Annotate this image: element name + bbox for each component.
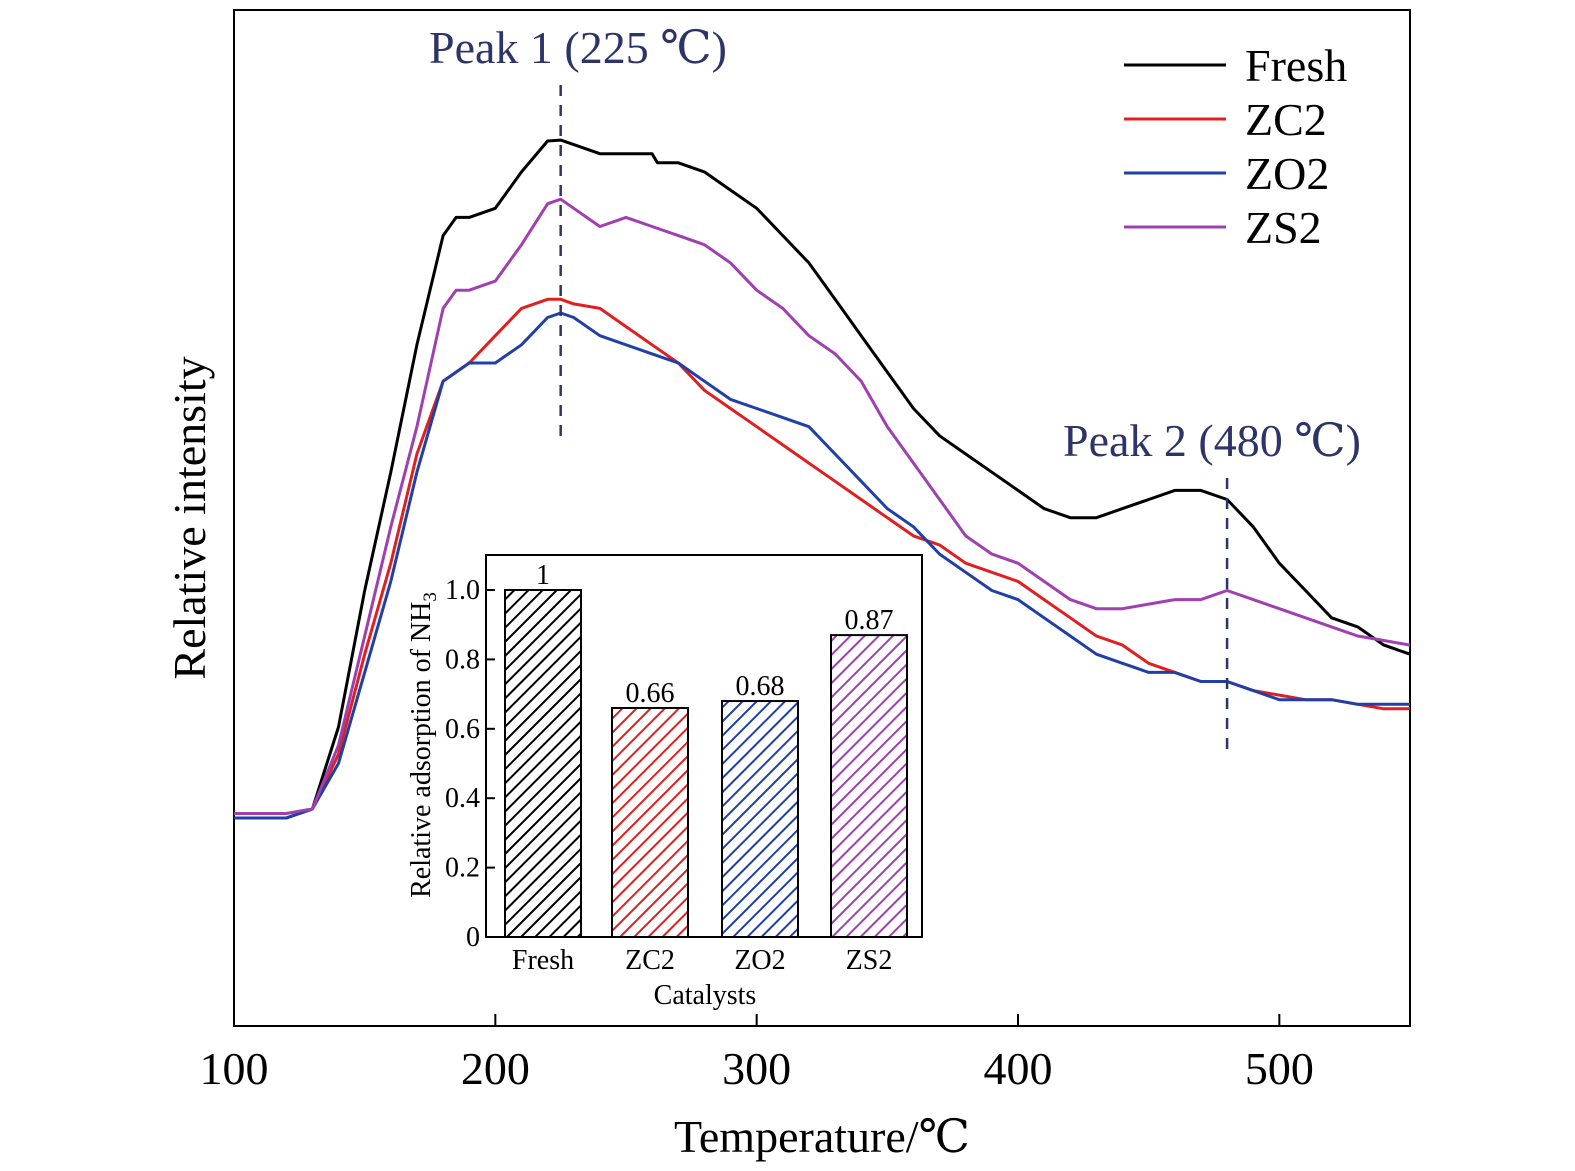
legend-label-zc2: ZC2 bbox=[1245, 94, 1327, 145]
main-x-tick-label: 200 bbox=[461, 1043, 530, 1094]
bar-value-label: 1 bbox=[536, 560, 550, 591]
bar-value-label: 0.66 bbox=[626, 678, 675, 709]
legend-label-fresh: Fresh bbox=[1245, 40, 1347, 91]
main-x-tick-label: 500 bbox=[1245, 1043, 1314, 1094]
inset-y-ticks: 0 0.2 0.4 0.6 0.8 1.0 bbox=[445, 575, 495, 953]
main-x-ticks: 100 200 300 400 500 bbox=[200, 1014, 1314, 1094]
peak-1-label: Peak 1 (225 ℃) bbox=[429, 22, 727, 73]
main-x-tick-label: 300 bbox=[722, 1043, 791, 1094]
series-line-zo2 bbox=[234, 311, 1410, 820]
inset-y-tick-label: 0.2 bbox=[445, 853, 480, 884]
bar-zs2 bbox=[830, 634, 908, 938]
legend-label-zs2: ZS2 bbox=[1245, 202, 1322, 253]
inset-x-axis-label: Catalysts bbox=[654, 980, 757, 1011]
inset-y-tick-label: 0.8 bbox=[445, 644, 480, 675]
main-series-group bbox=[234, 138, 1411, 820]
bar-zc2 bbox=[611, 706, 689, 938]
inset-x-tick-label: ZO2 bbox=[734, 945, 785, 976]
inset-x-tick-label: ZS2 bbox=[846, 945, 893, 976]
main-x-tick-label: 400 bbox=[984, 1043, 1053, 1094]
inset-x-tick-label: Fresh bbox=[512, 945, 574, 976]
series-line-fresh bbox=[234, 138, 1411, 820]
bar-value-label: 0.68 bbox=[736, 671, 785, 702]
inset-y-tick-label: 1.0 bbox=[445, 575, 480, 606]
peak-2-label: Peak 2 (480 ℃) bbox=[1063, 415, 1361, 466]
inset-y-tick-label: 0 bbox=[466, 922, 480, 953]
inset-y-tick-label: 0.6 bbox=[445, 714, 480, 745]
main-x-tick-label: 100 bbox=[200, 1043, 269, 1094]
peak-annotations: Peak 1 (225 ℃) Peak 2 (480 ℃) bbox=[429, 22, 1361, 750]
inset-bar-chart: 0 0.2 0.4 0.6 0.8 1.0 1 Fresh 0.66 ZC2 0.68 ZO2 0.8… bbox=[406, 554, 923, 1011]
inset-y-axis-label-sub: 3 bbox=[420, 592, 441, 602]
main-plot-frame bbox=[233, 9, 1411, 1027]
bar-value-label: 0.87 bbox=[845, 605, 894, 636]
series-line-zs2 bbox=[234, 197, 1411, 815]
bar-zo2 bbox=[721, 700, 799, 938]
inset-y-axis-label: Relative adsorption of NH3 bbox=[406, 592, 441, 898]
main-y-axis-label: Relative intensity bbox=[164, 356, 215, 679]
inset-y-tick-label: 0.4 bbox=[445, 783, 480, 814]
main-x-axis-label: Temperature/℃ bbox=[674, 1111, 970, 1162]
bar-fresh bbox=[504, 589, 582, 938]
inset-x-tick-label: ZC2 bbox=[625, 945, 675, 976]
inset-y-axis-label-main: Relative adsorption of NH bbox=[406, 602, 437, 898]
legend-label-zo2: ZO2 bbox=[1245, 148, 1329, 199]
inset-bars: 1 Fresh 0.66 ZC2 0.68 ZO2 0.87 ZS2 bbox=[504, 560, 908, 976]
